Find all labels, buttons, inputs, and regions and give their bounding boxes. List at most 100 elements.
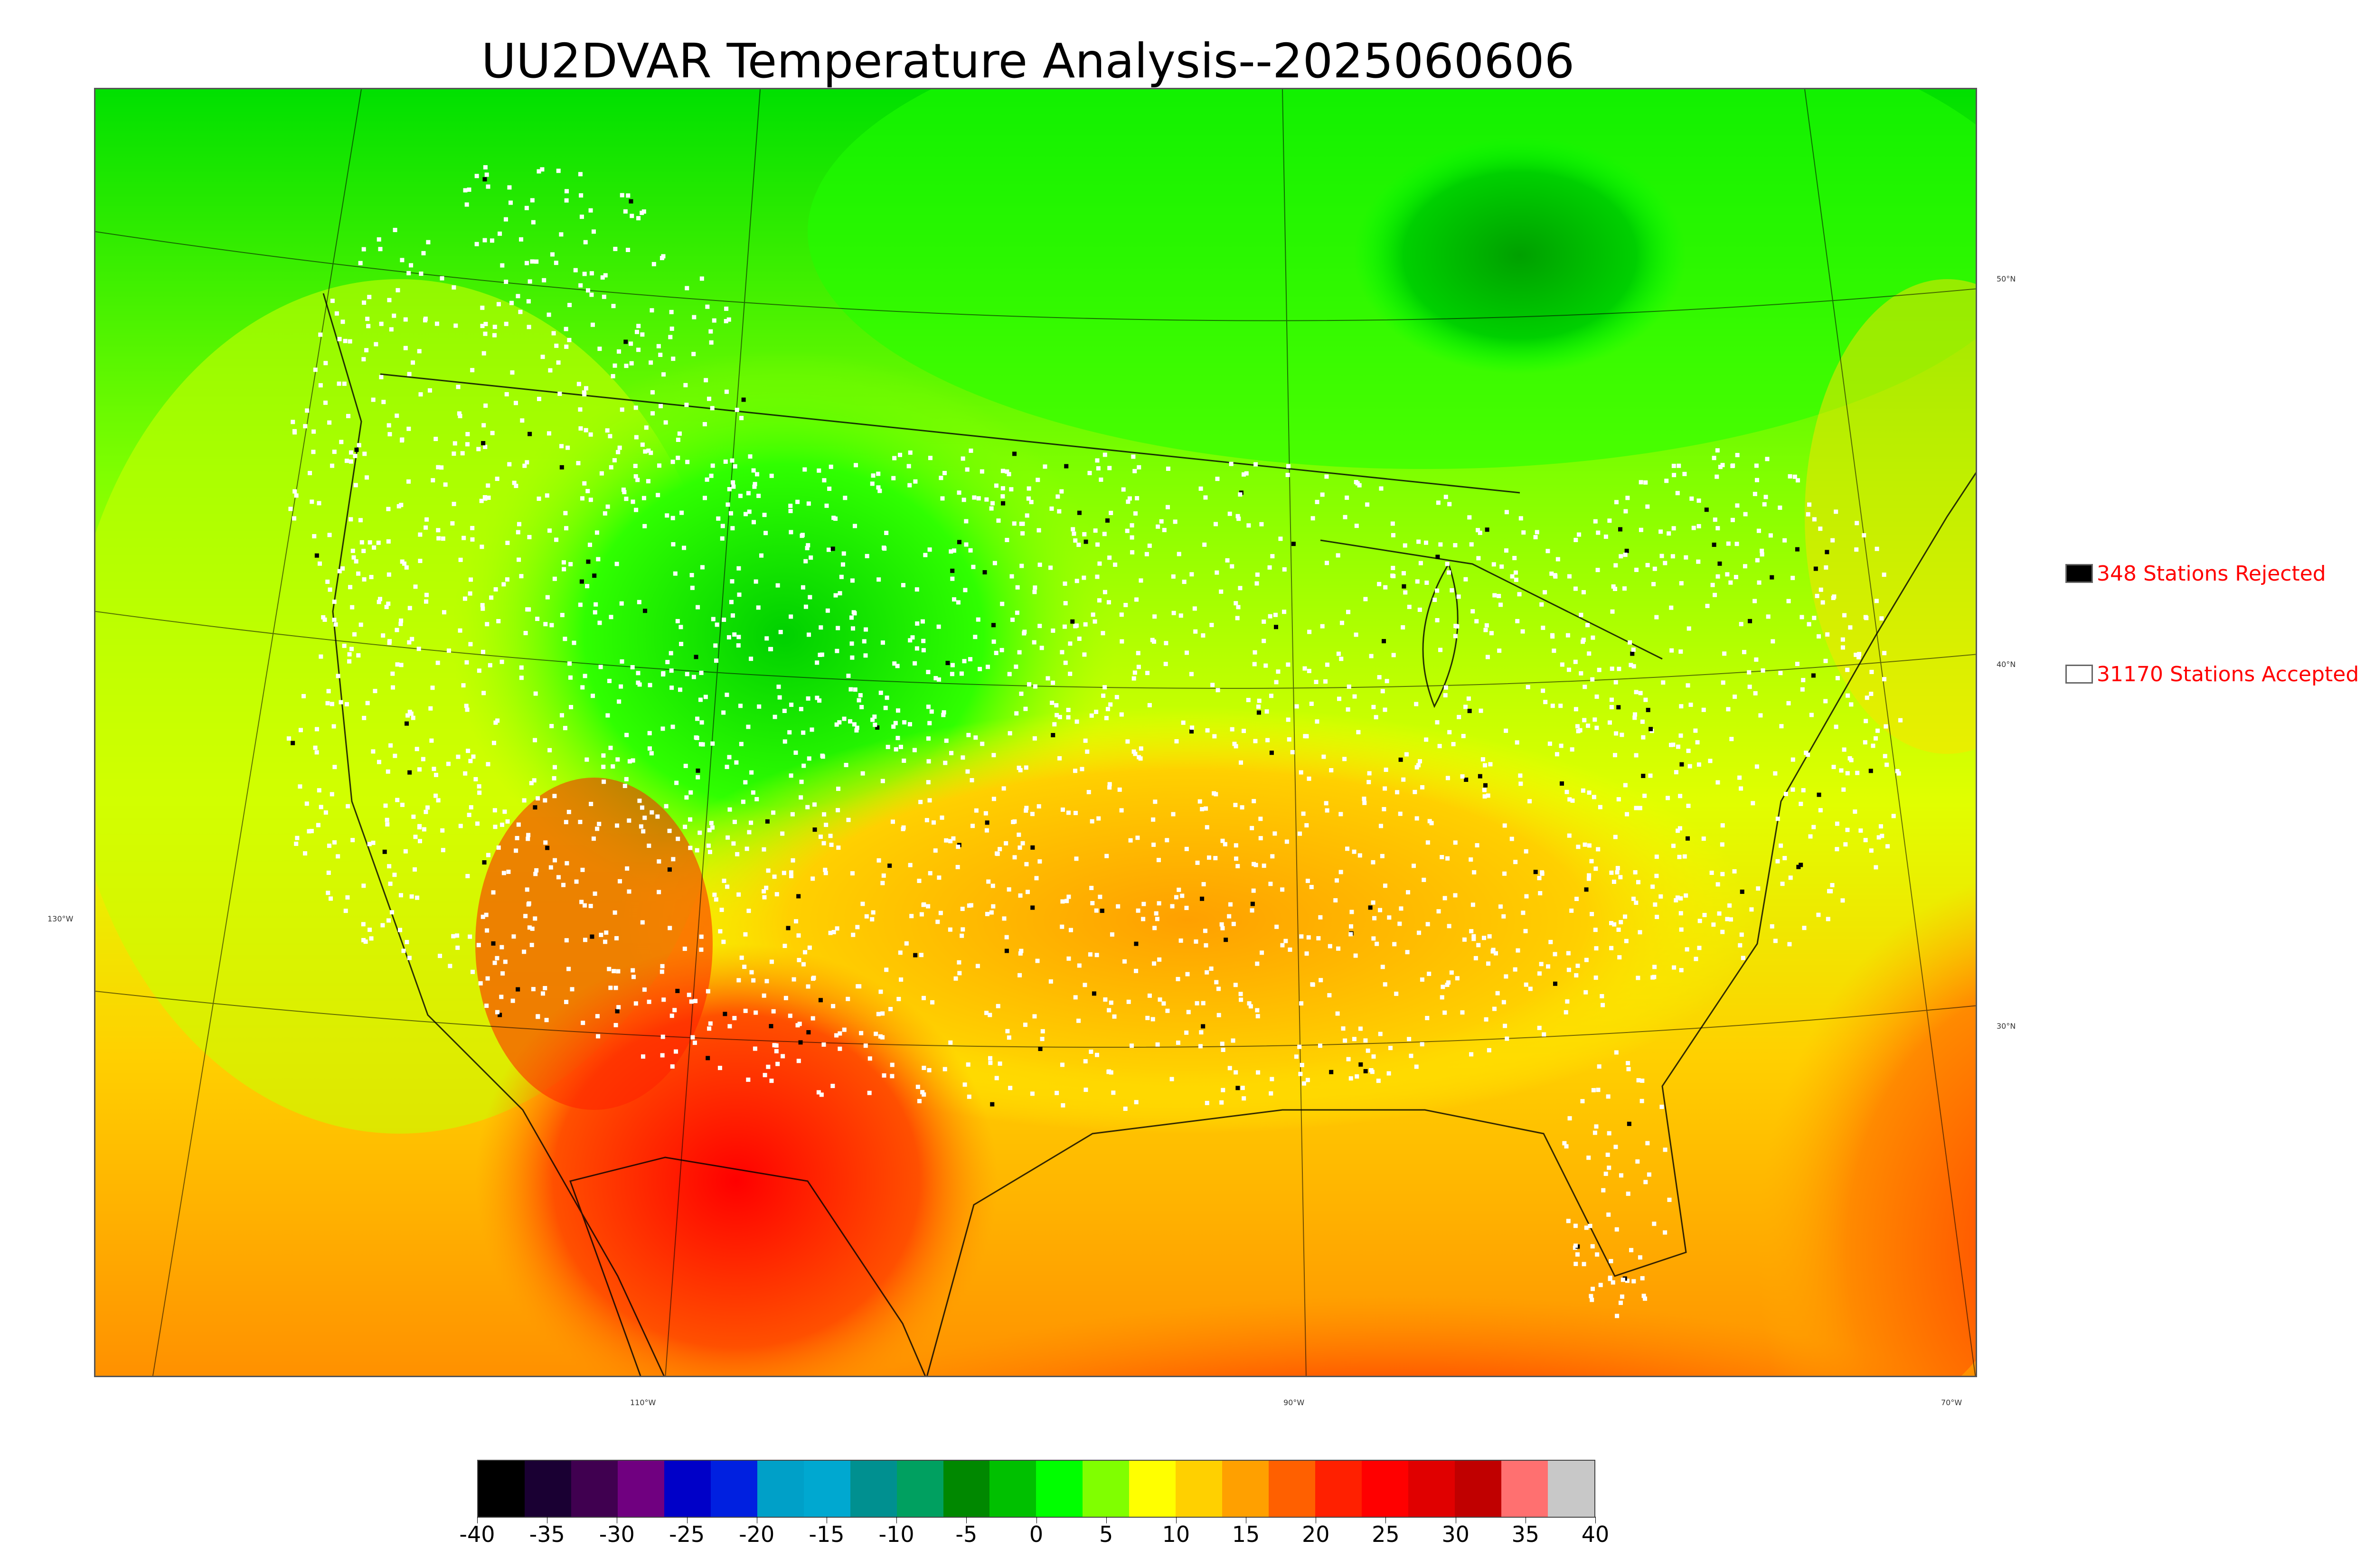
station-accepted-marker (1715, 526, 1720, 531)
station-rejected-marker (1051, 733, 1055, 738)
station-accepted-marker (358, 622, 363, 627)
station-accepted-marker (636, 216, 641, 221)
station-accepted-marker (433, 437, 438, 441)
station-accepted-marker (500, 263, 505, 268)
station-accepted-marker (1371, 900, 1375, 905)
station-accepted-marker (907, 722, 912, 727)
station-accepted-marker (618, 879, 622, 883)
station-accepted-marker (1801, 788, 1806, 793)
station-accepted-marker (679, 642, 684, 647)
station-accepted-marker (1516, 948, 1520, 953)
station-accepted-marker (1573, 1261, 1578, 1266)
station-accepted-marker (1596, 847, 1601, 852)
station-accepted-marker (787, 730, 792, 735)
colorbar-segment (617, 1461, 664, 1517)
station-accepted-marker (616, 450, 621, 454)
station-accepted-marker (495, 956, 499, 960)
station-accepted-marker (1061, 1103, 1065, 1108)
station-accepted-marker (757, 704, 762, 709)
station-accepted-marker (1017, 832, 1021, 837)
station-accepted-marker (870, 917, 875, 922)
station-accepted-marker (1254, 581, 1259, 586)
station-accepted-marker (1233, 983, 1238, 987)
station-accepted-marker (933, 676, 938, 681)
station-accepted-marker (636, 347, 641, 352)
station-accepted-marker (1114, 695, 1119, 699)
station-accepted-marker (1658, 529, 1663, 534)
station-accepted-marker (1615, 870, 1620, 875)
station-accepted-marker (303, 424, 308, 429)
station-accepted-marker (1581, 788, 1585, 793)
station-accepted-marker (731, 484, 736, 489)
station-accepted-marker (388, 743, 393, 748)
lon-label-70: 70°W (1941, 1398, 1962, 1407)
station-accepted-marker (688, 790, 693, 795)
station-accepted-marker (864, 627, 868, 632)
station-rejected-marker (1624, 548, 1629, 553)
station-accepted-marker (668, 335, 673, 339)
station-accepted-marker (1356, 730, 1361, 734)
station-accepted-marker (1682, 471, 1687, 476)
station-accepted-marker (1077, 963, 1082, 968)
station-accepted-marker (965, 769, 970, 774)
station-accepted-marker (1040, 1037, 1045, 1042)
station-accepted-marker (1323, 679, 1328, 684)
station-accepted-marker (1650, 975, 1655, 980)
colorbar-tick (966, 1517, 967, 1523)
station-accepted-marker (759, 553, 764, 558)
station-accepted-marker (361, 549, 366, 554)
station-accepted-marker (1032, 640, 1036, 645)
station-accepted-marker (794, 919, 799, 924)
station-accepted-marker (1849, 758, 1854, 762)
station-accepted-marker (327, 533, 332, 537)
station-accepted-marker (1720, 842, 1724, 847)
station-accepted-marker (326, 891, 330, 895)
station-accepted-marker (1274, 680, 1279, 685)
station-accepted-marker (1000, 486, 1005, 491)
station-accepted-marker (669, 668, 674, 673)
temperature-map[interactable] (94, 88, 1977, 1377)
station-accepted-marker (1790, 757, 1795, 762)
station-accepted-marker (611, 304, 616, 309)
station-accepted-marker (1593, 866, 1598, 871)
station-accepted-marker (1335, 1011, 1340, 1016)
station-accepted-marker (886, 744, 890, 749)
station-accepted-marker (336, 674, 340, 678)
station-accepted-marker (520, 418, 525, 423)
station-accepted-marker (762, 895, 767, 900)
station-accepted-marker (608, 745, 613, 750)
station-accepted-marker (421, 757, 425, 761)
station-accepted-marker (440, 276, 444, 281)
station-accepted-marker (1346, 707, 1350, 712)
station-accepted-marker (1201, 1001, 1206, 1005)
station-accepted-marker (1090, 819, 1094, 824)
station-accepted-marker (1755, 558, 1760, 563)
station-accepted-marker (649, 451, 653, 455)
station-accepted-marker (1739, 932, 1744, 937)
station-accepted-marker (657, 890, 661, 894)
station-accepted-marker (725, 764, 729, 769)
station-accepted-marker (1654, 854, 1659, 859)
station-accepted-marker (818, 653, 822, 657)
station-accepted-marker (1514, 577, 1518, 582)
station-accepted-marker (622, 784, 627, 789)
station-accepted-marker (364, 475, 369, 480)
station-accepted-marker (626, 247, 631, 252)
station-accepted-marker (948, 839, 953, 844)
colorbar-tick-label: -40 (459, 1521, 495, 1547)
station-accepted-marker (473, 777, 478, 781)
station-accepted-marker (387, 298, 392, 302)
station-accepted-marker (1896, 771, 1901, 776)
station-accepted-marker (405, 713, 410, 718)
station-accepted-marker (1236, 605, 1241, 610)
station-accepted-marker (1066, 715, 1071, 720)
station-accepted-marker (1290, 750, 1295, 754)
station-accepted-marker (1853, 809, 1857, 814)
station-accepted-marker (1215, 688, 1220, 693)
station-accepted-marker (725, 693, 729, 697)
station-accepted-marker (923, 553, 928, 557)
station-accepted-marker (1234, 744, 1238, 749)
station-accepted-marker (298, 784, 302, 789)
station-accepted-marker (1541, 688, 1545, 693)
station-accepted-marker (679, 510, 684, 515)
